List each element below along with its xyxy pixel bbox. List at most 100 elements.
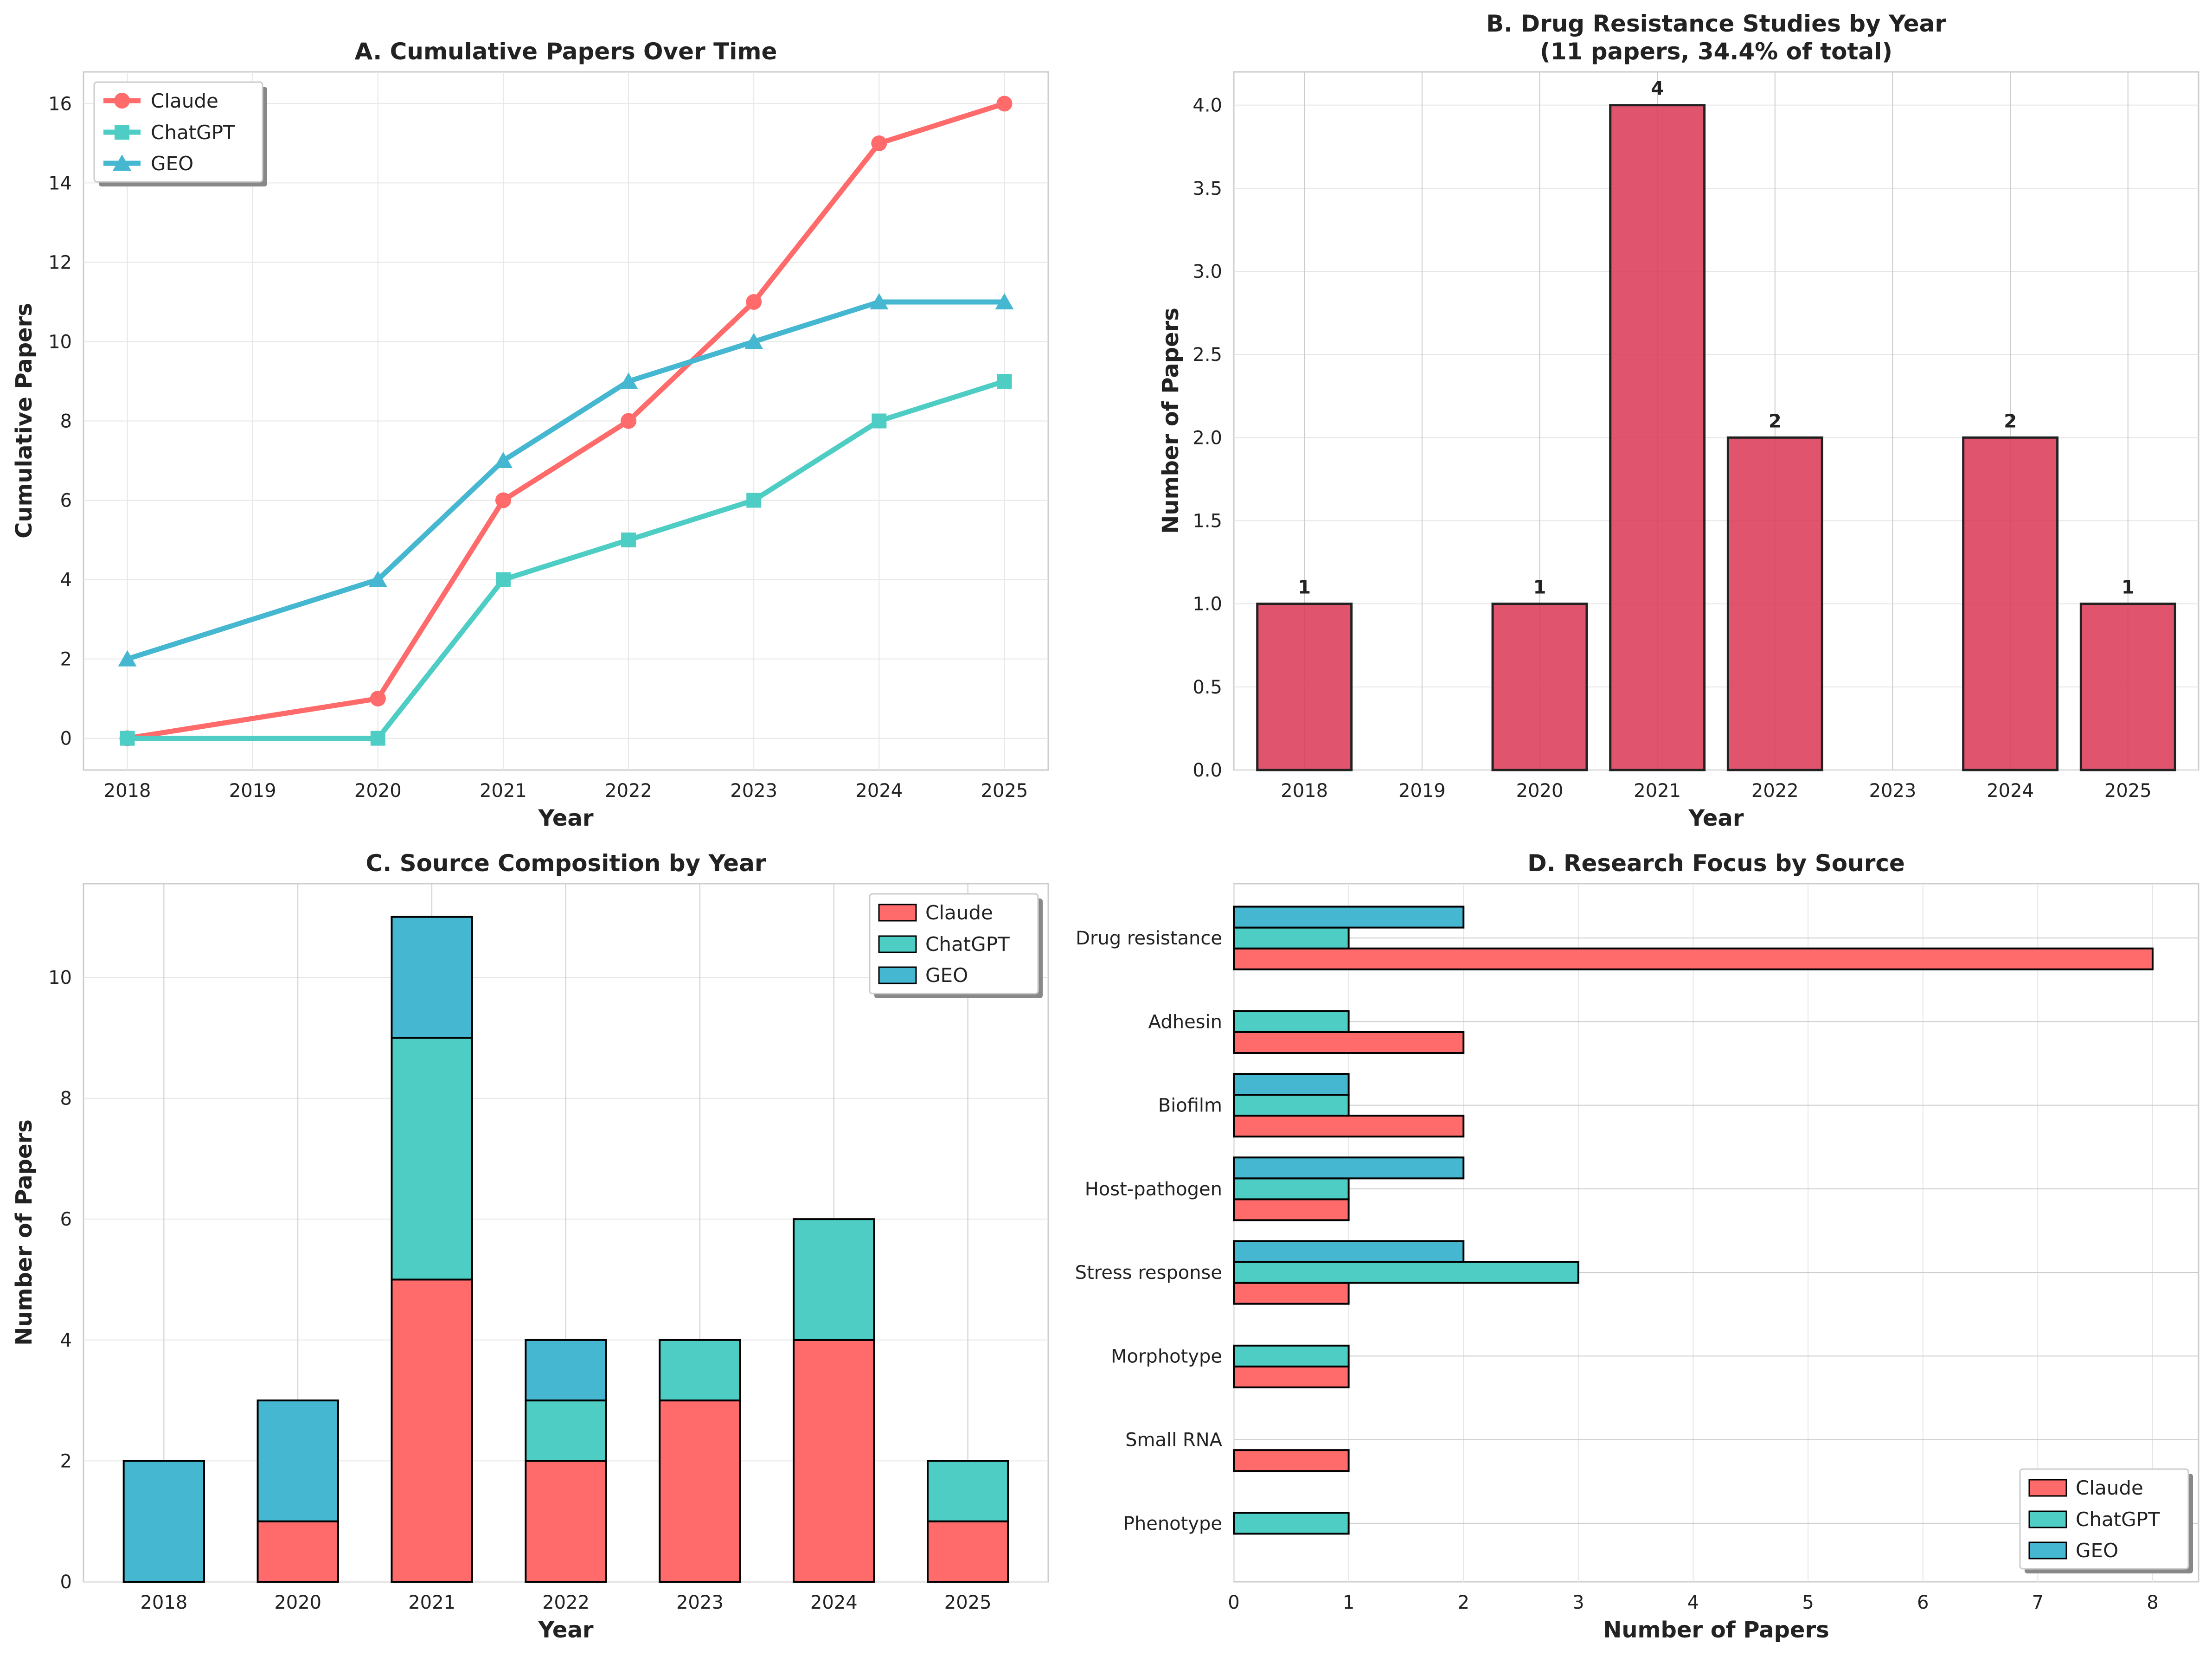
panel-c-legend: Claude ChatGPT GEO (869, 893, 1043, 998)
bar-segment-geo (122, 1460, 205, 1583)
panel-a-y-axis-label: Cumulative Papers (11, 303, 37, 539)
data-point-chatgpt (120, 731, 135, 746)
panel-b-title-line2: (11 papers, 34.4% of total) (1540, 38, 1892, 65)
bar-segment-claude (391, 1278, 473, 1583)
panel-c-source-composition: 0 2 4 6 8 10 2018 2020 2021 2022 2023 2024 2025 C. S… (11, 850, 1049, 1643)
y-tick-label: 0.5 (1193, 677, 1222, 698)
bar-segment-claude (927, 1520, 1009, 1583)
data-point-geo (744, 333, 763, 349)
x-tick-label: 2021 (480, 780, 527, 802)
y-tick-label: Drug resistance (1076, 928, 1222, 949)
bar-segment-chatgpt (927, 1460, 1009, 1522)
bar-chatgpt (1233, 1512, 1350, 1535)
legend-claude-marker (114, 93, 130, 109)
legend-chatgpt-label: ChatGPT (2076, 1508, 2160, 1531)
x-tick-label: 7 (2032, 1592, 2044, 1613)
y-tick-label: Stress response (1075, 1262, 1222, 1284)
bar-geo (1233, 1073, 1350, 1096)
data-point-geo (870, 293, 889, 309)
data-point-claude (996, 96, 1013, 112)
x-tick-label: 0 (1228, 1592, 1239, 1613)
data-point-claude (370, 691, 386, 707)
data-point-geo (118, 650, 137, 667)
legend-geo-swatch (878, 966, 917, 984)
panel-b-x-axis-label: Year (1688, 805, 1744, 831)
bar-claude (1233, 947, 2154, 970)
y-tick-label: 1.0 (1193, 594, 1222, 615)
x-tick-label: 8 (2147, 1592, 2158, 1613)
bar (1491, 603, 1588, 771)
bar (2079, 603, 2176, 771)
panel-b-bars: 1 1 4 2 2 1 (1256, 78, 2176, 771)
panel-a-ticks: 2018 2019 2020 2021 2022 2023 2024 2025 0 2 4 6 8 10 1… (48, 93, 1028, 802)
bar-geo (1233, 905, 1465, 929)
panel-c-title: C. Source Composition by Year (366, 850, 766, 877)
bar-chatgpt (1233, 1094, 1350, 1117)
bar-value-label: 4 (1651, 78, 1664, 100)
panel-c-ticks: 0 2 4 6 8 10 2018 2020 2021 2022 2023 2024 2025 (48, 967, 991, 1613)
bar-value-label: 1 (1533, 577, 1546, 598)
panel-a-title: A. Cumulative Papers Over Time (355, 38, 777, 65)
y-tick-label: 6 (60, 1209, 72, 1230)
y-tick-label: 14 (48, 173, 72, 194)
y-tick-label: 0 (60, 728, 72, 750)
legend-chatgpt-label: ChatGPT (151, 121, 235, 144)
y-tick-label: 4 (60, 570, 72, 591)
data-point-geo (995, 293, 1014, 309)
bar (1962, 436, 2059, 771)
data-point-claude (746, 294, 762, 310)
legend-geo-label: GEO (925, 964, 968, 987)
panel-d-bars (1233, 905, 2154, 1535)
x-tick-label: 2019 (1398, 780, 1446, 802)
panel-d-ticks: 0 1 2 3 4 5 6 7 8 Drug resistance Adhesin Biofilm Ho… (1075, 928, 2159, 1613)
bar (1726, 436, 1823, 771)
panel-a-legend: Claude ChatGPT GEO (93, 81, 267, 186)
y-tick-label: Phenotype (1123, 1513, 1222, 1534)
x-tick-label: 2018 (140, 1592, 187, 1613)
legend-chatgpt-swatch (2028, 1510, 2067, 1528)
y-tick-label: 10 (48, 967, 72, 988)
data-point-claude (871, 135, 887, 151)
panel-b-ticks: 0.0 0.5 1.0 1.5 2.0 2.5 3.0 3.5 4.0 2018 2019 2020 2… (1193, 95, 2151, 802)
bar-segment-claude (256, 1520, 339, 1583)
data-point-chatgpt (621, 533, 636, 548)
bar-segment-claude (659, 1399, 741, 1583)
y-tick-label: 8 (60, 1088, 72, 1110)
bar-claude (1233, 1449, 1350, 1472)
data-point-geo (494, 452, 513, 469)
bar-value-label: 2 (1769, 411, 1782, 432)
bar-segment-geo (525, 1339, 607, 1402)
data-point-chatgpt (746, 493, 762, 508)
x-tick-label: 5 (1802, 1592, 1814, 1613)
bar-chatgpt (1233, 1344, 1350, 1367)
bar-claude (1233, 1198, 1350, 1221)
bar-chatgpt (1233, 926, 1350, 950)
bar-claude (1233, 1115, 1465, 1138)
x-tick-label: 2025 (2104, 780, 2152, 802)
x-tick-label: 2021 (1634, 780, 1681, 802)
data-point-geo (619, 372, 638, 389)
legend-chatgpt-marker (115, 125, 129, 140)
y-tick-label: Host-pathogen (1085, 1179, 1222, 1200)
legend-claude-label: Claude (925, 901, 993, 924)
data-point-chatgpt (872, 413, 887, 429)
x-tick-label: 2025 (981, 780, 1028, 802)
x-tick-label: 2024 (1987, 780, 2034, 802)
panel-b-y-axis-label: Number of Papers (1158, 308, 1184, 534)
bar-segment-chatgpt (525, 1399, 607, 1462)
legend-geo-swatch (2028, 1541, 2067, 1560)
panel-a-x-axis-label: Year (538, 805, 594, 831)
bar-geo (1233, 1240, 1465, 1263)
x-tick-label: 2020 (274, 1592, 321, 1613)
bar-segment-geo (256, 1399, 339, 1522)
legend-claude-swatch (2028, 1479, 2067, 1497)
x-tick-label: 2019 (229, 780, 276, 802)
legend-claude-label: Claude (151, 90, 218, 112)
legend-claude-label: Claude (2076, 1476, 2143, 1499)
bar-value-label: 1 (2122, 577, 2135, 598)
y-tick-label: 2 (60, 1451, 72, 1472)
legend-geo-marker (113, 154, 131, 171)
x-tick-label: 2020 (354, 780, 402, 802)
x-tick-label: 6 (1917, 1592, 1929, 1613)
bar-segment-chatgpt (391, 1037, 473, 1281)
